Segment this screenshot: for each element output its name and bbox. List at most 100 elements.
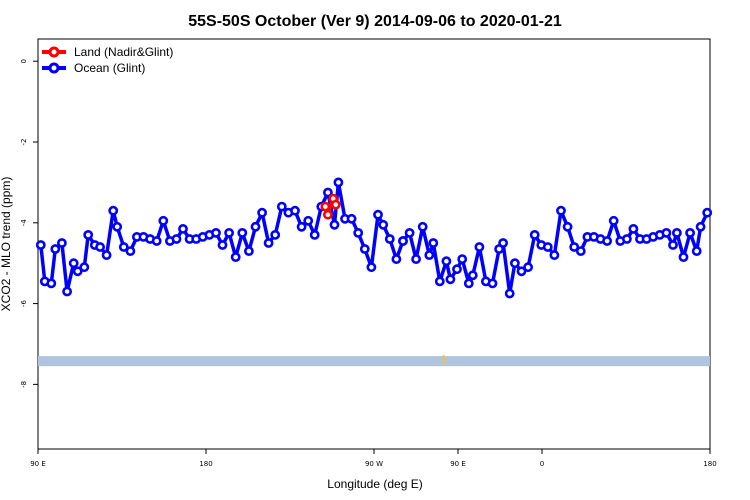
x-tick-label: 0 bbox=[540, 460, 544, 468]
legend-ocean-label: Ocean (Glint) bbox=[74, 61, 145, 75]
bottom-band bbox=[38, 354, 710, 367]
ocean-series-point bbox=[257, 207, 267, 218]
ocean-series-point bbox=[672, 227, 682, 238]
y-tick-label: -4 bbox=[20, 219, 28, 227]
ocean-series-point bbox=[171, 234, 182, 244]
ocean-series-point bbox=[112, 221, 123, 232]
chart-title: 55S-50S October (Ver 9) 2014-09-06 to 20… bbox=[188, 13, 562, 30]
ocean-series-point bbox=[211, 227, 221, 238]
ocean-series-point bbox=[151, 236, 162, 246]
ocean-series-point bbox=[622, 234, 632, 244]
ocean-series-point bbox=[474, 242, 485, 252]
land-series-point bbox=[330, 199, 341, 210]
ocean-series-point bbox=[434, 276, 445, 287]
ocean-series-point bbox=[467, 270, 478, 281]
ocean-series-point bbox=[498, 238, 508, 248]
ocean-series-point bbox=[384, 234, 395, 244]
ocean-series-point bbox=[83, 229, 94, 240]
ocean-series-point bbox=[263, 238, 274, 248]
ocean-series-point bbox=[224, 227, 234, 238]
ocean-series-point bbox=[404, 227, 415, 238]
ocean-series-point bbox=[35, 240, 46, 250]
ocean-series-point bbox=[378, 219, 389, 230]
ocean-series-point bbox=[523, 262, 533, 273]
ocean-series-point bbox=[366, 262, 377, 273]
ocean-series-point bbox=[290, 205, 300, 216]
ocean-series-line bbox=[39, 180, 405, 294]
ocean-series-point bbox=[702, 207, 713, 218]
ocean-series-point bbox=[72, 266, 83, 277]
x-tick-label: 90 W bbox=[365, 460, 383, 468]
ocean-series-point bbox=[250, 221, 261, 232]
series-layer bbox=[35, 177, 713, 299]
ocean-series-point bbox=[602, 236, 612, 246]
ocean-series-point bbox=[57, 238, 67, 248]
ocean-series-point bbox=[329, 219, 340, 230]
band-marker bbox=[442, 354, 447, 365]
ocean-series-point bbox=[270, 229, 281, 240]
ocean-series-point bbox=[373, 209, 383, 220]
x-axis-label: Longitude (deg E) bbox=[327, 477, 422, 491]
ocean-series-point bbox=[695, 221, 706, 232]
ocean-series-point bbox=[487, 278, 498, 289]
x-tick-label: 180 bbox=[199, 460, 212, 468]
ocean-series-point bbox=[445, 274, 456, 285]
ocean-series-point bbox=[411, 254, 421, 264]
legend-land-marker bbox=[48, 46, 60, 58]
ocean-series-point bbox=[95, 242, 105, 252]
ocean-series-point bbox=[158, 215, 169, 226]
ocean-series-point bbox=[108, 205, 119, 216]
ocean-series-point bbox=[457, 254, 468, 264]
ocean-series-point bbox=[178, 223, 188, 234]
ocean-series-point bbox=[685, 227, 695, 238]
ocean-series-point bbox=[309, 229, 320, 240]
ocean-series-point bbox=[428, 238, 439, 248]
ocean-series-point bbox=[359, 244, 370, 254]
ocean-series-point bbox=[668, 240, 678, 250]
ocean-series-point bbox=[243, 246, 254, 256]
ocean-series-point bbox=[346, 213, 357, 224]
ocean-series-point bbox=[542, 242, 553, 252]
ocean-series-point bbox=[391, 254, 402, 264]
land-series-point bbox=[322, 209, 333, 220]
ocean-series-point bbox=[276, 201, 287, 212]
x-axis: 90 E 180 90 W 0 180 90 E bbox=[30, 449, 717, 468]
ocean-series-point bbox=[424, 250, 435, 260]
ocean-series-point bbox=[46, 278, 57, 289]
ocean-series-point bbox=[62, 286, 72, 297]
ocean-series-point bbox=[217, 240, 228, 250]
ocean-series-point bbox=[296, 221, 307, 232]
ocean-series-point bbox=[529, 229, 540, 240]
band-rect bbox=[38, 356, 710, 367]
ocean-series-point bbox=[452, 264, 462, 275]
ocean-series-point bbox=[101, 250, 112, 260]
ocean-series-point bbox=[441, 256, 452, 267]
ocean-series-point bbox=[322, 187, 333, 198]
ocean-series-point bbox=[353, 227, 364, 238]
y-tick-label: 0 bbox=[20, 59, 28, 63]
ocean-series-point bbox=[608, 215, 619, 226]
ocean-series-point bbox=[237, 227, 248, 238]
x-tick-label: 90 E bbox=[30, 460, 46, 468]
ocean-series-point bbox=[549, 250, 560, 260]
ocean-series-point bbox=[125, 246, 136, 256]
legend-land-label: Land (Nadir&Glint) bbox=[74, 45, 173, 59]
ocean-series-point bbox=[398, 236, 408, 246]
ocean-series-point bbox=[661, 227, 672, 238]
ocean-series-point bbox=[79, 262, 90, 273]
y-axis: 0 -2 -4 -6 -8 bbox=[20, 59, 38, 388]
legend: Land (Nadir&Glint) Ocean (Glint) bbox=[42, 45, 173, 75]
ocean-series-point bbox=[333, 177, 344, 188]
ocean-series-point bbox=[575, 246, 586, 256]
ocean-series-point bbox=[556, 205, 566, 216]
y-tick-label: -2 bbox=[20, 139, 28, 146]
y-tick-label: -6 bbox=[20, 300, 28, 308]
y-tick-label: -8 bbox=[20, 381, 28, 388]
ocean-series-point bbox=[417, 221, 428, 232]
ocean-series-point bbox=[504, 288, 515, 299]
ocean-series-point bbox=[678, 252, 689, 262]
y-axis-label: XCO2 - MLO trend (ppm) bbox=[0, 177, 13, 312]
x-tick-label: 90 E bbox=[450, 460, 466, 468]
ocean-series-point bbox=[510, 258, 520, 269]
